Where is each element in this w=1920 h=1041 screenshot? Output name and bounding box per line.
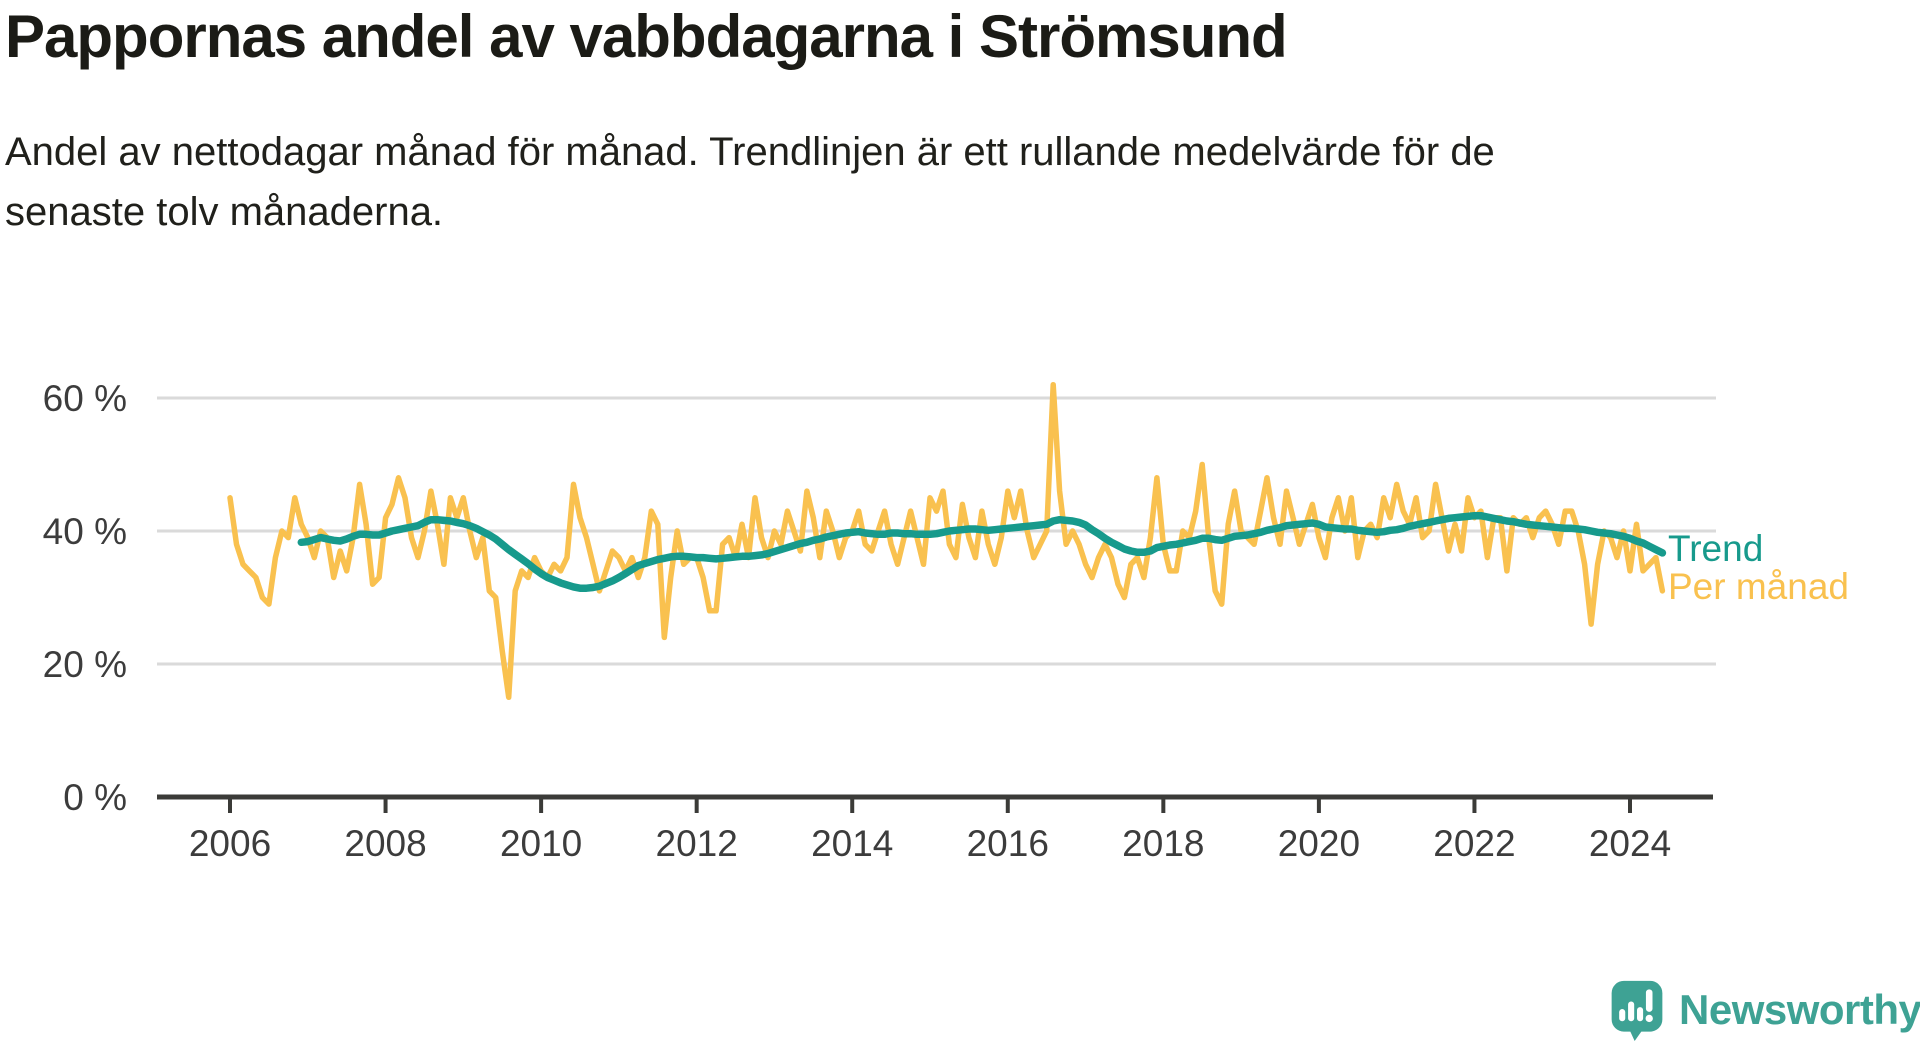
x-tick-label: 2006 [189,823,271,864]
legend-trend-label: Trend [1668,528,1764,569]
newsworthy-speech-bubble-bar-chart-icon [1611,980,1663,1041]
x-tick-label: 2016 [967,823,1049,864]
x-tick-label: 2018 [1122,823,1204,864]
x-tick-label: 2020 [1278,823,1360,864]
chart-title: Pappornas andel av vabbdagarna i Strömsu… [5,3,1288,70]
newsworthy-logo: Newsworthy [1609,979,1920,1041]
newsworthy-logo-text: Newsworthy [1679,986,1920,1033]
x-tick-label: 2008 [344,823,426,864]
x-tick-label: 2012 [656,823,738,864]
x-tick-label: 2010 [500,823,582,864]
chart-subtitle: Andel av nettodagar månad för månad. Tre… [5,130,1495,234]
series-line-trend [297,511,1667,592]
chart-legend: Trend Per månad [1668,530,1849,606]
x-tick-label: 2024 [1589,823,1671,864]
legend-monthly-label: Per månad [1668,566,1849,607]
x-tick-label: 2014 [811,823,893,864]
y-tick-label: 0 % [63,777,127,818]
y-tick-label: 60 % [43,378,127,419]
y-tick-label: 40 % [43,511,127,552]
x-tick-label: 2022 [1433,823,1515,864]
y-tick-label: 20 % [43,644,127,685]
series-line-monthly [227,381,1666,701]
